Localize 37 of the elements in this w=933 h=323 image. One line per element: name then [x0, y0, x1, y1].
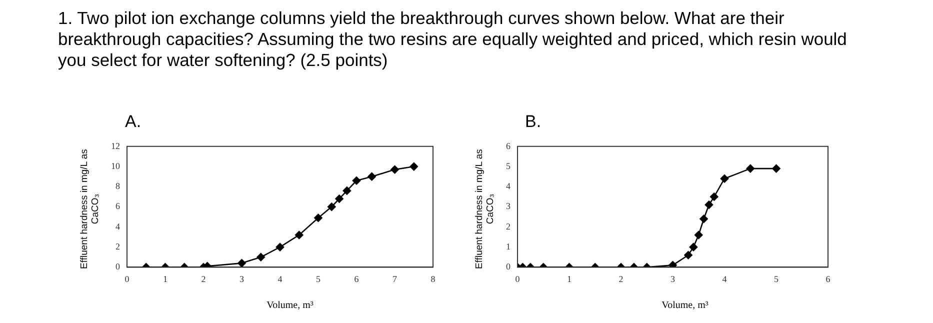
x-tick-label: 6 [354, 274, 360, 284]
y-tick-label: 3 [506, 201, 511, 212]
x-tick-label: 4 [722, 274, 728, 284]
x-tick-label: 4 [278, 274, 283, 284]
x-tick-label: 3 [670, 274, 676, 284]
y-tick-label: 12 [111, 140, 120, 151]
text: 1. Two pilot ion exchange columns yield the breakthrough curves shown below. What are their breakthrough capacities? Assuming the two resins are equally weighted and priced, which resin would you select for water softening? (2.5 points) [58, 8, 848, 71]
chart-title: B. [525, 112, 542, 132]
x-tick-label: 5 [774, 274, 779, 284]
y-tick-label: 4 [506, 181, 511, 192]
x-tick-label: 6 [826, 274, 831, 284]
y-tick-label: 5 [506, 160, 511, 171]
y-tick-label: 6 [116, 201, 120, 212]
x-axis-title: Volume, m³ [266, 300, 314, 311]
x-tick-label: 8 [430, 274, 436, 284]
chart-title: A. [125, 112, 142, 132]
x-tick-label: 0 [124, 274, 130, 284]
x-tick-label: 1 [163, 274, 168, 284]
x-tick-label: 2 [618, 274, 624, 284]
y-tick-label: 4 [116, 221, 120, 232]
y-tick-label: 1 [506, 241, 510, 252]
y-tick-label: 2 [116, 241, 120, 252]
y-axis-title: Effluent hardness in mg/L as CaCO₃ [474, 148, 496, 271]
y-tick-label: 8 [116, 181, 120, 192]
x-axis-title: Volume, m³ [660, 300, 710, 311]
x-tick-label: 2 [201, 274, 206, 284]
y-tick-label: 2 [506, 221, 510, 232]
y-axis-title: Effluent hardness in mg/L as CaCO₃ [79, 148, 101, 271]
y-tick-label: 0 [116, 262, 120, 272]
x-tick-label: 5 [316, 274, 321, 284]
y-tick-label: 10 [111, 160, 120, 171]
y-tick-label: 6 [506, 140, 511, 151]
x-tick-label: 7 [392, 274, 398, 284]
x-tick-label: 1 [567, 274, 572, 284]
x-tick-label: 0 [515, 274, 520, 284]
x-tick-label: 3 [240, 274, 244, 284]
y-tick-label: 0 [506, 262, 511, 272]
